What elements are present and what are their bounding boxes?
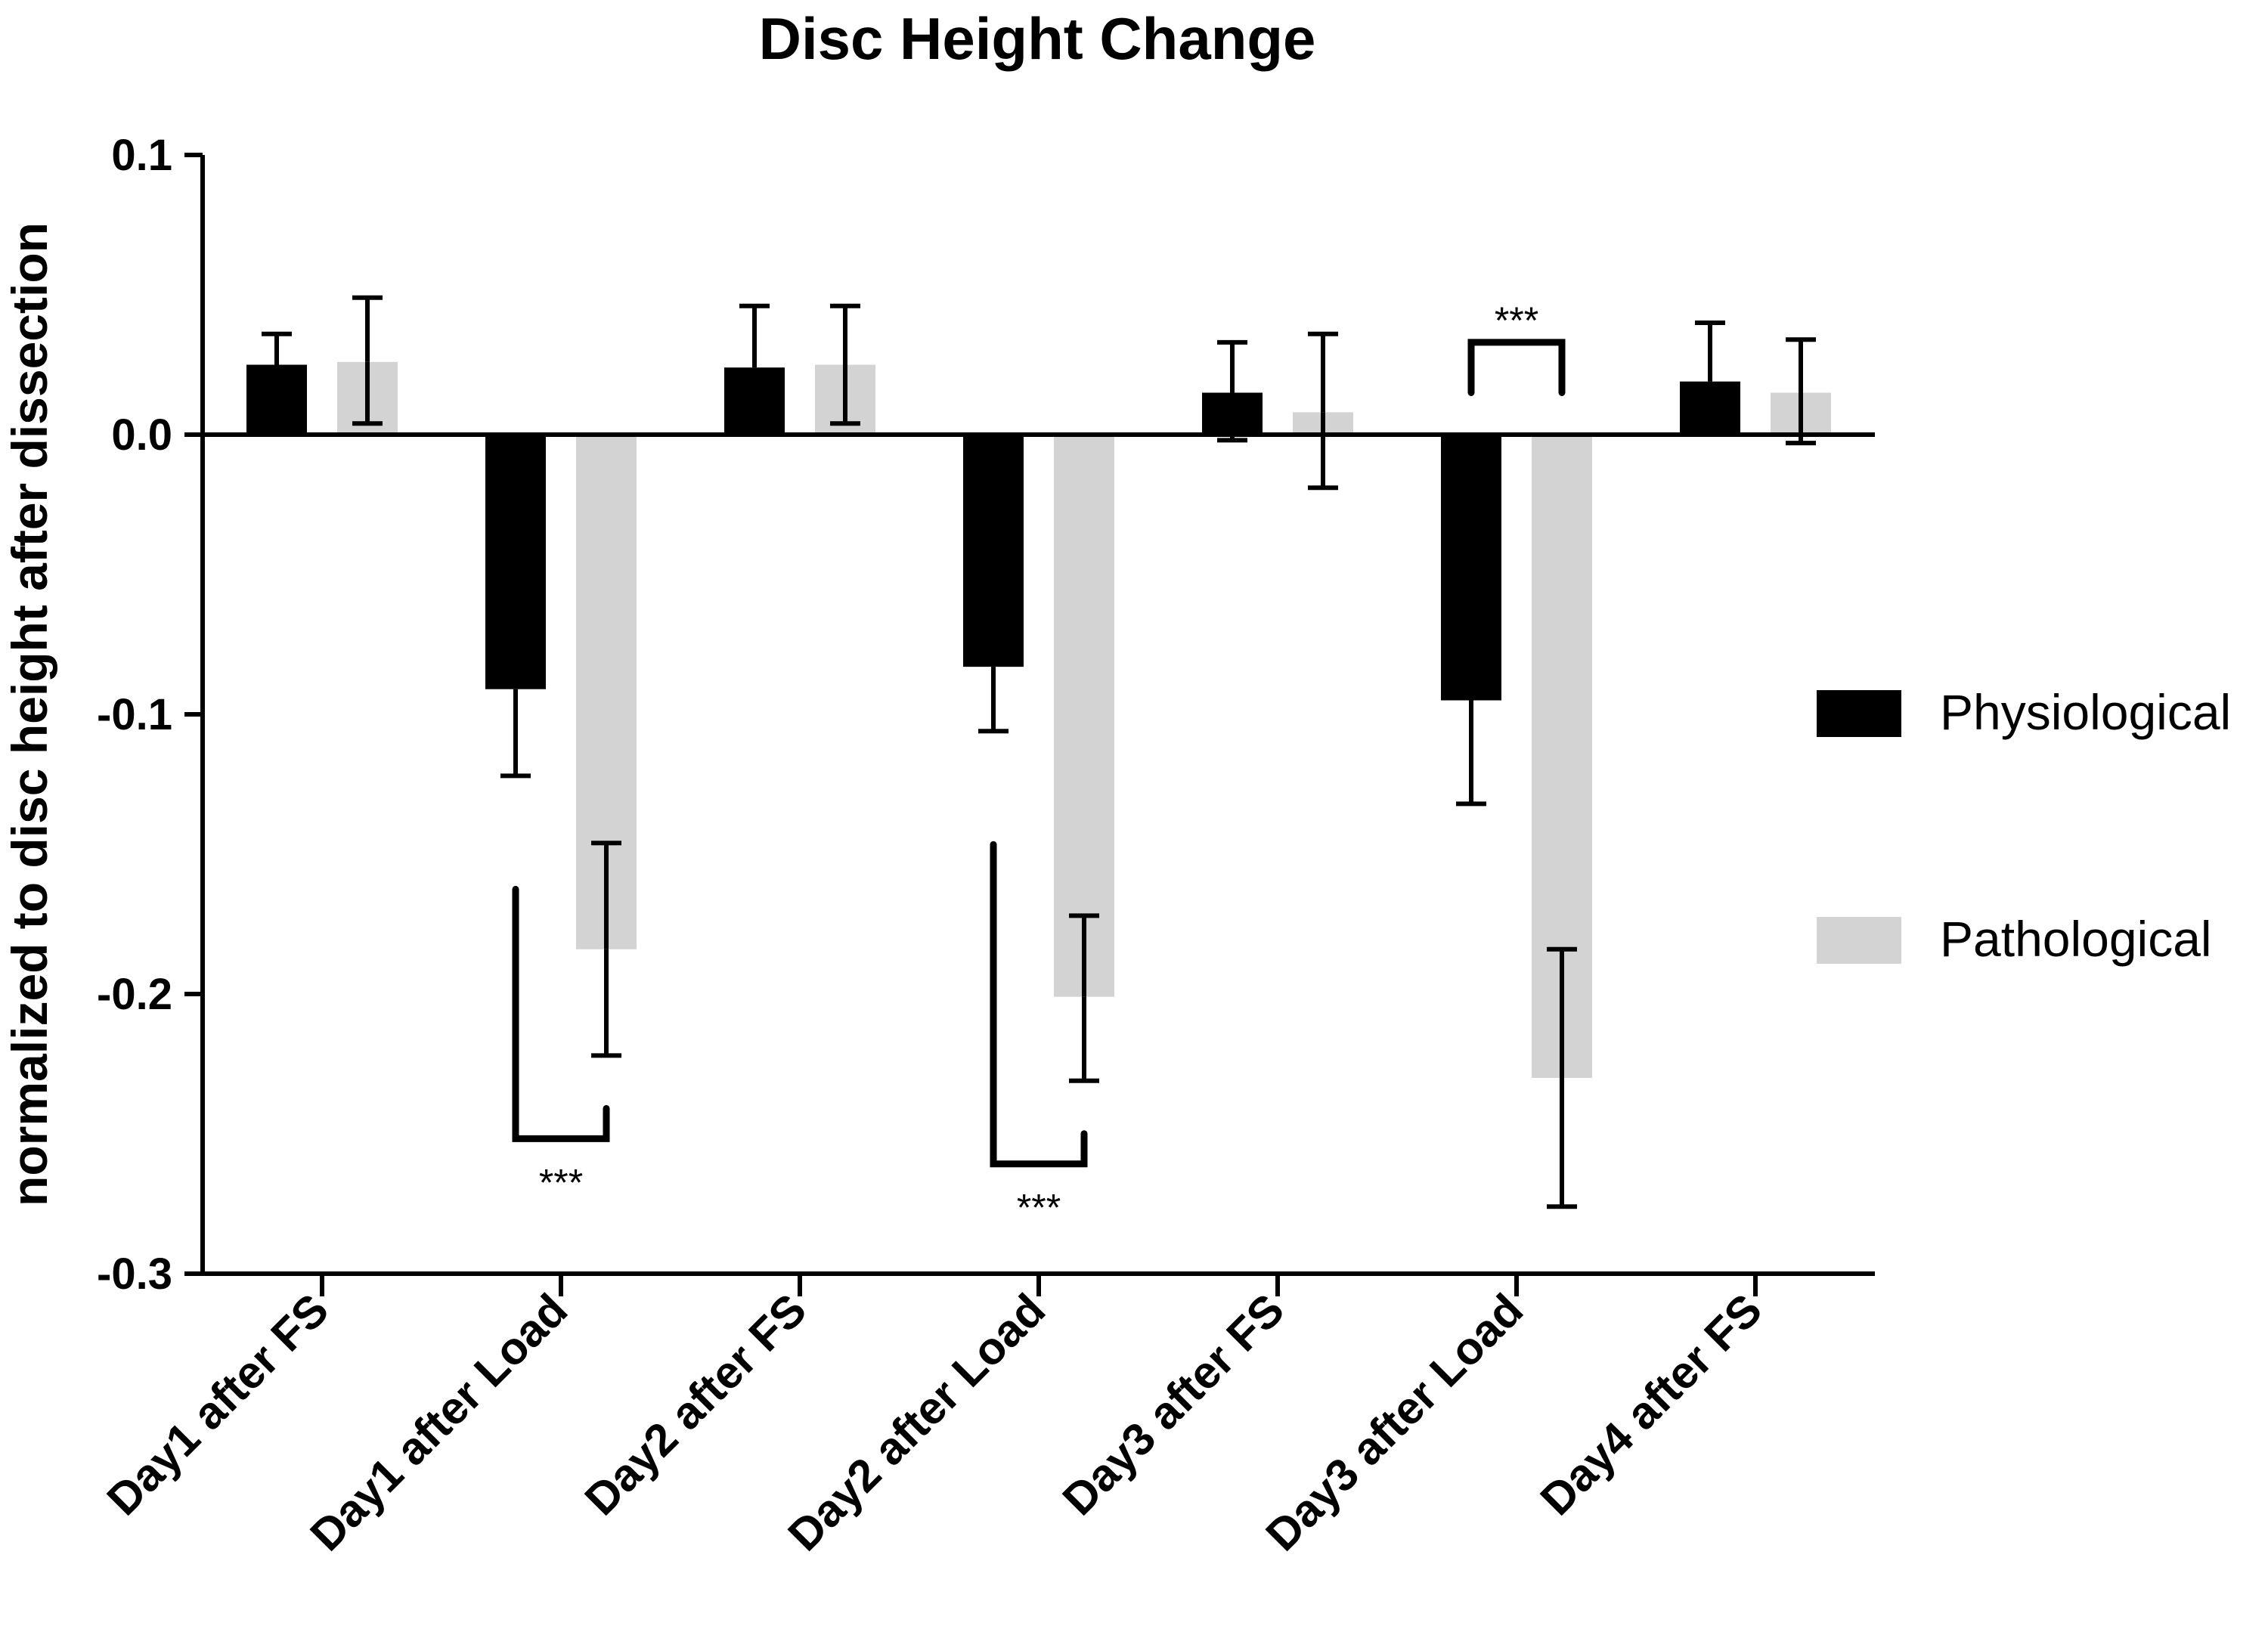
legend-label-physiological: Physiological: [1940, 684, 2231, 740]
significance-label-3: ***: [1495, 299, 1538, 342]
x-tick-label-6: Day3 after Load: [1256, 1284, 1533, 1561]
legend-label-pathological: Pathological: [1940, 911, 2212, 967]
bar-physiological-3: [724, 367, 785, 435]
x-tick-label-7: Day4 after FS: [1531, 1284, 1772, 1525]
bars-group: [246, 361, 1831, 1078]
significance-bracket-1: [512, 885, 610, 1142]
y-tick-label-5: -0.3: [97, 1250, 172, 1299]
legend: Physiological Pathological: [1817, 684, 2231, 967]
y-tick-label-4: -0.2: [97, 970, 172, 1019]
x-tick-label-2: Day1 after Load: [301, 1284, 578, 1561]
bar-pathological-4: [1054, 435, 1114, 997]
bar-physiological-6: [1441, 435, 1501, 701]
y-tick-label-2: 0.0: [111, 410, 172, 460]
x-tick-label-3: Day2 after FS: [575, 1284, 816, 1525]
x-tick-label-5: Day3 after FS: [1053, 1284, 1294, 1525]
y-tick-label-1: 0.1: [111, 131, 172, 180]
y-axis-label: normalized to disc height after dissecti…: [2, 222, 57, 1206]
significance-label-2: ***: [1017, 1187, 1061, 1229]
chart-title: Disc Height Change: [759, 5, 1316, 72]
significance-group: *** *** ***: [512, 299, 1566, 1229]
significance-label-1: ***: [539, 1161, 583, 1203]
error-bars-group: [262, 295, 1816, 1209]
bar-physiological-7: [1680, 381, 1740, 435]
y-tick-label-3: -0.1: [97, 690, 172, 739]
legend-swatch-pathological: [1817, 917, 1901, 964]
bar-physiological-4: [963, 435, 1024, 667]
bar-physiological-2: [485, 435, 546, 689]
bar-physiological-1: [246, 364, 307, 435]
x-tick-label-1: Day1 after FS: [98, 1284, 339, 1525]
significance-bracket-3: [1467, 339, 1566, 396]
legend-swatch-physiological: [1817, 690, 1901, 737]
significance-bracket-2: [990, 841, 1088, 1168]
x-tick-label-4: Day2 after Load: [779, 1284, 1055, 1561]
